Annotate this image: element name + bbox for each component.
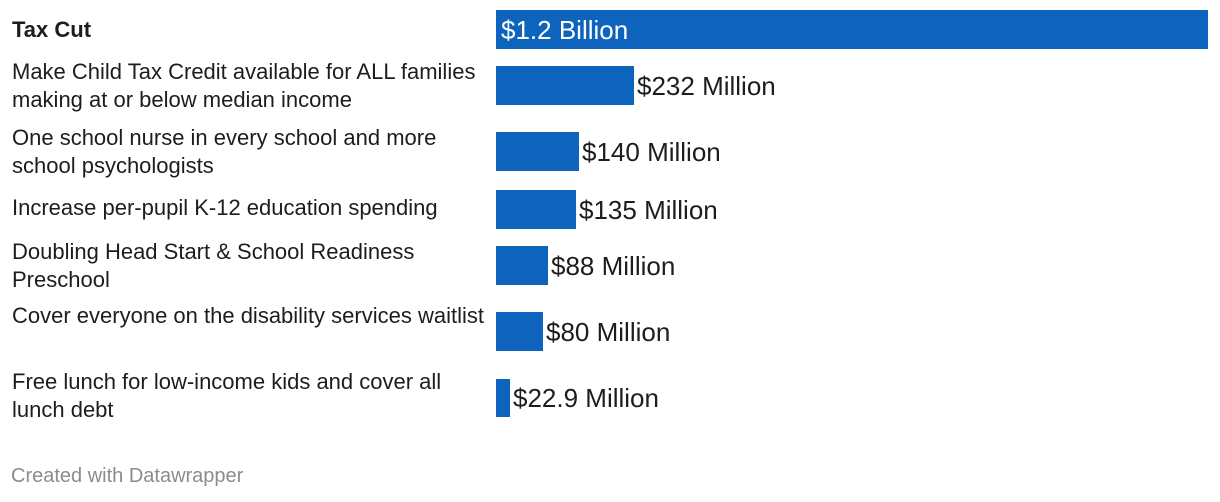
value-label-one-school-nurse-in-every-school-and-mor: $140 Million [582, 136, 721, 167]
category-label-make-child-tax-credit-available-for-all-: Make Child Tax Credit available for ALL … [12, 59, 476, 112]
bar-doubling-head-start-school-readiness-pre [496, 246, 548, 285]
bar-tax-cut [496, 10, 1208, 49]
bar-make-child-tax-credit-available-for-all- [496, 66, 634, 105]
bar-cover-everyone-on-the-disability-service [496, 312, 543, 351]
value-label-tax-cut: $1.2 Billion [501, 14, 629, 45]
bar-free-lunch-for-low-income-kids-and-cover [496, 379, 510, 417]
category-label-cover-everyone-on-the-disability-service: Cover everyone on the disability service… [12, 303, 484, 328]
datawrapper-credit[interactable]: Created with Datawrapper [11, 465, 244, 487]
category-label-free-lunch-for-low-income-kids-and-cover: Free lunch for low-income kids and cover… [12, 369, 442, 422]
value-label-free-lunch-for-low-income-kids-and-cover: $22.9 Million [513, 383, 659, 413]
category-label-tax-cut: Tax Cut [12, 17, 92, 42]
category-label-increase-per-pupil-k-12-education-spendi: Increase per-pupil K-12 education spendi… [12, 195, 438, 220]
value-label-make-child-tax-credit-available-for-all-: $232 Million [637, 70, 776, 101]
bar-one-school-nurse-in-every-school-and-mor [496, 132, 579, 171]
category-label-doubling-head-start-school-readiness-pre: Doubling Head Start & School Readiness P… [12, 239, 415, 292]
value-label-increase-per-pupil-k-12-education-spendi: $135 Million [579, 194, 718, 225]
value-label-cover-everyone-on-the-disability-service: $80 Million [546, 316, 671, 347]
value-label-doubling-head-start-school-readiness-pre: $88 Million [551, 250, 676, 281]
bar-increase-per-pupil-k-12-education-spendi [496, 190, 576, 229]
category-label-one-school-nurse-in-every-school-and-mor: One school nurse in every school and mor… [12, 125, 437, 178]
